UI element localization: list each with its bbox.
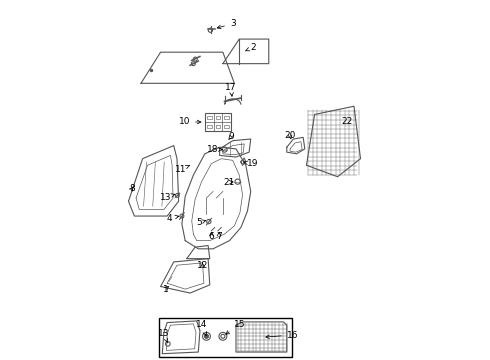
Bar — [224, 116, 229, 119]
Text: 21: 21 — [223, 178, 234, 187]
Text: 12: 12 — [197, 261, 208, 270]
Text: 17: 17 — [225, 83, 237, 96]
Bar — [216, 116, 220, 119]
Bar — [207, 125, 212, 128]
Text: 22: 22 — [342, 117, 353, 126]
Text: 20: 20 — [284, 131, 296, 140]
Text: 13: 13 — [157, 329, 169, 343]
Text: 5: 5 — [196, 218, 206, 227]
Text: 7: 7 — [216, 232, 222, 241]
Text: 4: 4 — [167, 214, 179, 223]
Text: 9: 9 — [228, 132, 234, 141]
Text: 13: 13 — [160, 193, 175, 202]
Text: 1: 1 — [163, 285, 169, 294]
Text: 8: 8 — [129, 184, 135, 193]
Text: 6: 6 — [209, 232, 214, 241]
Text: 15: 15 — [226, 320, 245, 334]
Bar — [205, 113, 231, 131]
Text: 10: 10 — [179, 117, 201, 126]
Text: 16: 16 — [266, 330, 298, 339]
Bar — [159, 318, 292, 357]
Bar — [224, 125, 229, 128]
Text: 11: 11 — [174, 165, 189, 174]
Bar — [207, 116, 212, 119]
Text: 14: 14 — [196, 320, 207, 336]
Text: 2: 2 — [245, 43, 256, 52]
Text: 3: 3 — [217, 19, 236, 29]
Text: 18: 18 — [207, 145, 222, 154]
Circle shape — [204, 334, 208, 338]
Bar — [216, 125, 220, 128]
Text: 19: 19 — [244, 159, 258, 168]
